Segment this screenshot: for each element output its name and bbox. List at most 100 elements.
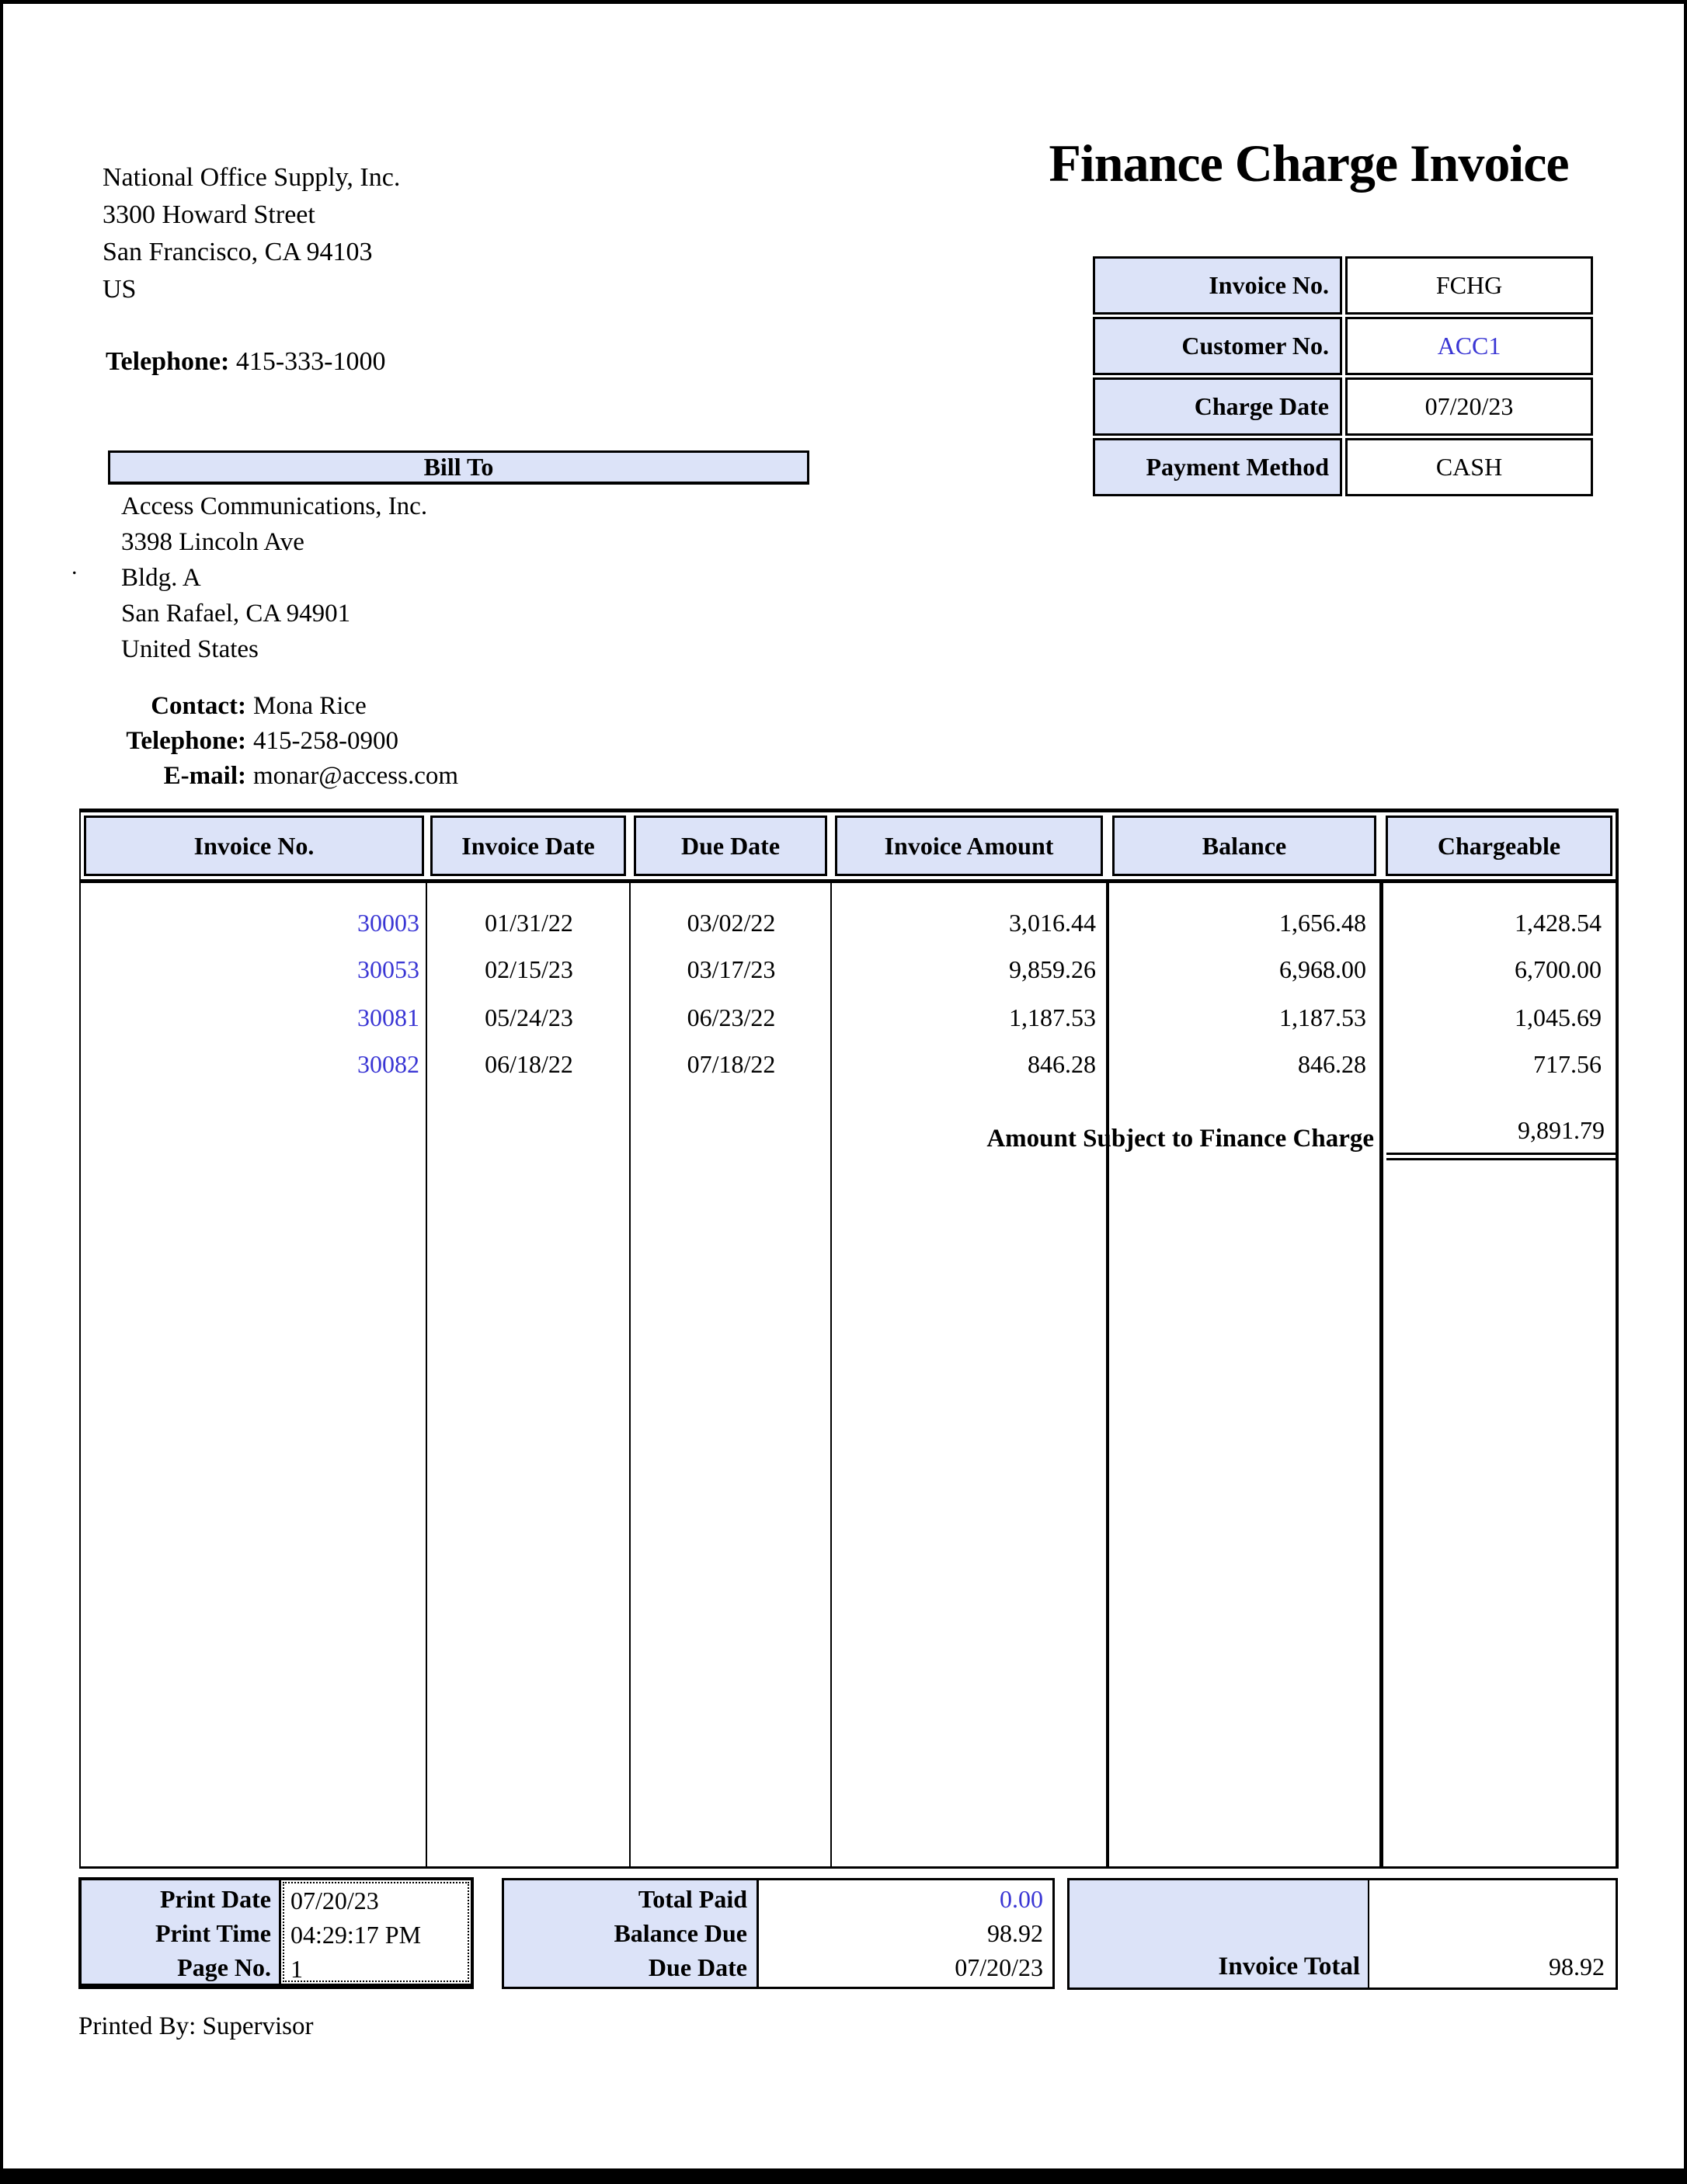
invoice-no-link[interactable]: 30053 bbox=[357, 955, 419, 983]
email-value: monar@access.com bbox=[253, 762, 459, 790]
bill-to-country: United States bbox=[121, 635, 259, 663]
invoice-info-row: Customer No. ACC1 bbox=[1093, 317, 1593, 375]
invoice-no-link[interactable]: 30081 bbox=[357, 1003, 419, 1031]
invoice-amount-cell: 3,016.44 bbox=[1009, 908, 1096, 937]
invoice-amount-cell: 1,187.53 bbox=[1009, 1003, 1096, 1031]
print-time-value: 04:29:17 PM bbox=[290, 1921, 422, 1949]
payment-method-value: CASH bbox=[1345, 438, 1593, 496]
amount-subject-value: 9,891.79 bbox=[1518, 1116, 1605, 1144]
total-paid-label: Total Paid bbox=[638, 1885, 747, 1913]
invoice-info-row: Invoice No. FCHG bbox=[1093, 256, 1593, 315]
balance-cell: 1,656.48 bbox=[1279, 908, 1366, 937]
print-date-value: 07/20/23 bbox=[290, 1887, 379, 1914]
column-divider bbox=[1106, 883, 1109, 1866]
double-rule bbox=[1386, 1153, 1616, 1160]
invoice-no-value: FCHG bbox=[1345, 256, 1593, 315]
table-row: 30081 05/24/23 06/23/22 1,187.53 1,187.5… bbox=[81, 1001, 1616, 1034]
printed-by-label: Printed By: bbox=[78, 2012, 197, 2040]
invoice-info-row: Payment Method CASH bbox=[1093, 438, 1593, 496]
invoice-no-link[interactable]: 30082 bbox=[357, 1049, 419, 1078]
print-time-label: Print Time bbox=[155, 1919, 271, 1947]
telephone-value: 415-258-0900 bbox=[253, 727, 398, 755]
due-date-label: Due Date bbox=[648, 1953, 747, 1981]
invoice-date-cell: 06/18/22 bbox=[485, 1049, 573, 1078]
seller-country: US bbox=[103, 275, 137, 304]
chargeable-cell: 1,428.54 bbox=[1515, 908, 1602, 937]
invoice-date-cell: 05/24/23 bbox=[485, 1003, 573, 1031]
customer-no-link[interactable]: ACC1 bbox=[1345, 317, 1593, 375]
totals-values: 0.00 98.92 07/20/23 bbox=[759, 1880, 1052, 1987]
invoice-total-value: 98.92 bbox=[1549, 1953, 1605, 1981]
seller-city: San Francisco, CA 94103 bbox=[103, 238, 373, 266]
email-label: E-mail: bbox=[163, 762, 246, 790]
email-row: E-mail: monar@access.com bbox=[68, 759, 458, 794]
page-no-label: Page No. bbox=[177, 1953, 271, 1981]
balance-due-label: Balance Due bbox=[614, 1919, 747, 1947]
due-date-cell: 07/18/22 bbox=[687, 1049, 776, 1078]
table-row: 30003 01/31/22 03/02/22 3,016.44 1,656.4… bbox=[81, 906, 1616, 939]
print-date-label: Print Date bbox=[159, 1885, 271, 1913]
print-info-selected-field[interactable]: 07/20/23 04:29:17 PM 1 bbox=[283, 1882, 469, 1983]
print-info-values: 07/20/23 04:29:17 PM 1 bbox=[281, 1880, 471, 1984]
bill-to-header: Bill To bbox=[108, 450, 809, 485]
payment-method-label: Payment Method bbox=[1093, 438, 1342, 496]
column-header-due-date: Due Date bbox=[634, 816, 827, 876]
charge-date-label: Charge Date bbox=[1093, 377, 1342, 436]
due-date-value: 07/20/23 bbox=[955, 1953, 1043, 1981]
stray-mark: . bbox=[71, 554, 78, 579]
invoice-info-table: Invoice No. FCHG Customer No. ACC1 Charg… bbox=[1093, 256, 1593, 499]
contact-row: Contact: Mona Rice bbox=[68, 689, 458, 724]
line-items-header: Invoice No. Invoice Date Due Date Invoic… bbox=[81, 812, 1616, 879]
column-divider bbox=[629, 883, 631, 1866]
printed-by-value: Supervisor bbox=[202, 2012, 314, 2040]
column-divider bbox=[426, 883, 427, 1866]
bill-to-name: Access Communications, Inc. bbox=[121, 492, 428, 520]
invoice-total-label: Invoice Total bbox=[1070, 1880, 1369, 1988]
print-info-labels: Print Date Print Time Page No. bbox=[82, 1880, 281, 1984]
invoice-date-cell: 01/31/22 bbox=[485, 908, 573, 937]
invoice-amount-cell: 846.28 bbox=[1028, 1049, 1096, 1078]
invoice-info-row: Charge Date 07/20/23 bbox=[1093, 377, 1593, 436]
bill-to-city: San Rafael, CA 94901 bbox=[121, 600, 351, 628]
seller-telephone-row: Telephone: 415-333-1000 bbox=[106, 347, 385, 377]
seller-telephone-value: 415-333-1000 bbox=[235, 347, 386, 376]
column-header-invoice-amount: Invoice Amount bbox=[835, 816, 1103, 876]
column-divider bbox=[1379, 883, 1383, 1866]
printed-by-row: Printed By: Supervisor bbox=[78, 2012, 314, 2041]
totals-labels: Total Paid Balance Due Due Date bbox=[504, 1880, 759, 1987]
telephone-label: Telephone: bbox=[126, 727, 246, 755]
column-header-invoice-no: Invoice No. bbox=[84, 816, 424, 876]
seller-street: 3300 Howard Street bbox=[103, 200, 315, 229]
totals-box: Total Paid Balance Due Due Date 0.00 98.… bbox=[502, 1878, 1055, 1989]
bill-to-street: 3398 Lincoln Ave bbox=[121, 528, 304, 556]
contact-label: Contact: bbox=[151, 692, 246, 720]
table-row: 30053 02/15/23 03/17/23 9,859.26 6,968.0… bbox=[81, 953, 1616, 986]
due-date-cell: 03/02/22 bbox=[687, 908, 776, 937]
balance-due-value: 98.92 bbox=[987, 1919, 1043, 1947]
seller-address-block: National Office Supply, Inc. 3300 Howard… bbox=[103, 159, 400, 308]
charge-date-value: 07/20/23 bbox=[1345, 377, 1593, 436]
chargeable-cell: 1,045.69 bbox=[1515, 1003, 1602, 1031]
bill-to-contact-block: Contact: Mona Rice Telephone: 415-258-09… bbox=[68, 689, 458, 794]
balance-cell: 1,187.53 bbox=[1279, 1003, 1366, 1031]
invoice-no-label: Invoice No. bbox=[1093, 256, 1342, 315]
invoice-total-box: Invoice Total 98.92 bbox=[1067, 1878, 1618, 1990]
line-items-table: Invoice No. Invoice Date Due Date Invoic… bbox=[79, 809, 1619, 1869]
column-header-balance: Balance bbox=[1112, 816, 1376, 876]
print-info-box: Print Date Print Time Page No. 07/20/23 … bbox=[78, 1877, 474, 1989]
invoice-date-cell: 02/15/23 bbox=[485, 955, 573, 983]
balance-cell: 846.28 bbox=[1298, 1049, 1366, 1078]
contact-value: Mona Rice bbox=[253, 692, 367, 720]
seller-telephone-label: Telephone: bbox=[106, 347, 230, 376]
invoice-amount-cell: 9,859.26 bbox=[1009, 955, 1096, 983]
invoice-no-link[interactable]: 30003 bbox=[357, 908, 419, 937]
page-title: Finance Charge Invoice bbox=[1049, 134, 1569, 193]
bill-to-suite: Bldg. A bbox=[121, 564, 201, 592]
column-header-invoice-date: Invoice Date bbox=[430, 816, 626, 876]
chargeable-cell: 717.56 bbox=[1533, 1049, 1602, 1078]
customer-no-label: Customer No. bbox=[1093, 317, 1342, 375]
column-header-chargeable: Chargeable bbox=[1386, 816, 1612, 876]
seller-name: National Office Supply, Inc. bbox=[103, 163, 401, 192]
total-paid-link[interactable]: 0.00 bbox=[1000, 1885, 1043, 1913]
